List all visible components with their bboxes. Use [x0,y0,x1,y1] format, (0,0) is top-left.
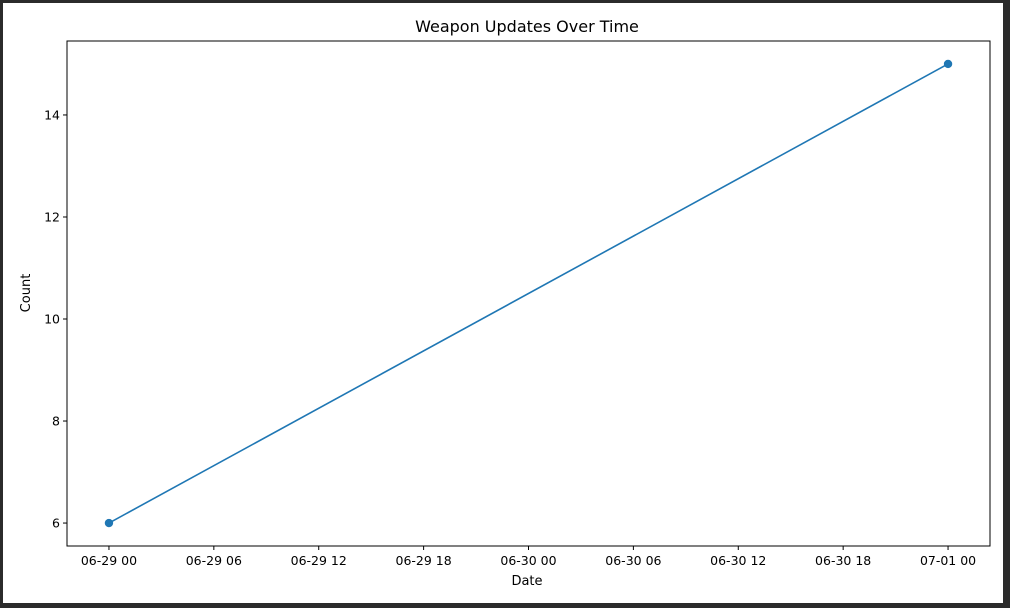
y-tick-label: 8 [52,414,60,429]
x-tick-label: 06-29 18 [396,553,452,568]
y-tick-label: 10 [44,312,60,327]
chart-title: Weapon Updates Over Time [415,17,639,36]
y-axis-ticks: 6 8 10 12 14 [44,107,67,531]
x-tick-label: 06-30 18 [815,553,871,568]
x-tick-label: 06-29 12 [291,553,347,568]
x-tick-label: 06-29 06 [186,553,242,568]
y-tick-label: 12 [44,209,60,224]
line-chart: Weapon Updates Over Time 6 8 10 12 14 06-29 … [19,17,991,589]
x-tick-label: 06-30 06 [605,553,661,568]
x-tick-label: 06-29 00 [81,553,137,568]
y-tick-label: 14 [44,107,60,122]
x-tick-label: 06-30 00 [500,553,556,568]
data-point-marker [943,59,953,69]
series-line [108,63,949,524]
x-axis-ticks: 06-29 00 06-29 06 06-29 12 06-29 18 06-30 00… [81,546,976,568]
x-axis-label: Date [511,574,542,589]
y-axis-label: Count [19,274,34,313]
data-point-marker [104,518,114,528]
series-layer [104,59,953,528]
x-tick-label: 07-01 00 [920,553,976,568]
y-tick-label: 6 [52,516,60,531]
chart-figure: Weapon Updates Over Time 6 8 10 12 14 06-29 … [3,3,1003,603]
x-tick-label: 06-30 12 [710,553,766,568]
